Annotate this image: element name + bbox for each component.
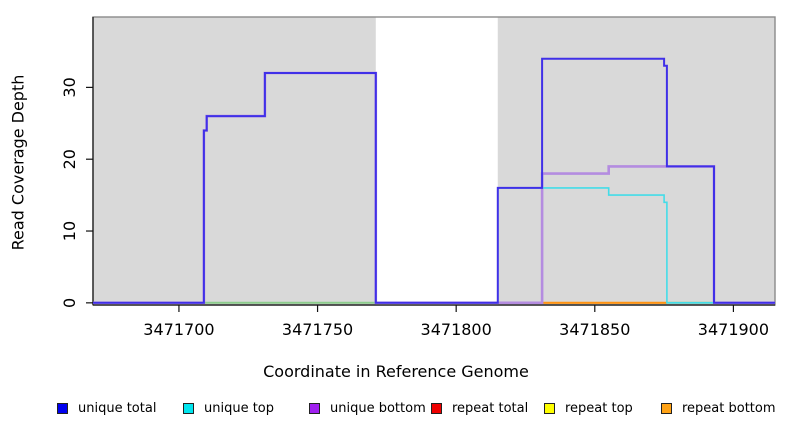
legend-item-unique-top: unique top (183, 399, 274, 417)
legend-label: repeat total (452, 400, 529, 416)
x-tick-label: 3471850 (559, 320, 630, 339)
legend-item-repeat-bottom: repeat bottom (661, 399, 776, 417)
legend-item-repeat-total: repeat total (431, 399, 528, 417)
legend-swatch-icon (57, 402, 68, 414)
x-tick-label: 3471800 (421, 320, 492, 339)
legend: unique total unique top unique bottom repea… (0, 399, 792, 421)
shaded-region (93, 17, 376, 305)
legend-label: unique total (78, 400, 157, 416)
y-axis-title: Read Coverage Depth (8, 74, 28, 251)
x-tick-label: 3471750 (282, 320, 353, 339)
series-unique-total (93, 57, 775, 304)
x-tick-label: 3471700 (143, 320, 214, 339)
x-tick-label: 3471900 (698, 320, 769, 339)
legend-label: unique bottom (330, 400, 426, 416)
y-tick-label: 30 (60, 77, 79, 97)
legend-label: repeat bottom (682, 400, 776, 416)
legend-swatch-icon (183, 402, 194, 414)
y-tick-label: 0 (60, 298, 79, 308)
legend-label: unique top (204, 400, 275, 416)
legend-swatch-icon (431, 402, 442, 414)
legend-item-unique-bottom: unique bottom (309, 399, 426, 417)
y-tick-label: 10 (60, 221, 79, 241)
legend-swatch-icon (309, 402, 320, 414)
y-tick-label: 20 (60, 149, 79, 169)
legend-swatch-icon (544, 402, 555, 414)
shaded-region (497, 17, 775, 305)
legend-item-unique-total: unique total (57, 399, 156, 417)
legend-item-repeat-top: repeat top (544, 399, 633, 417)
x-axis-title: Coordinate in Reference Genome (263, 362, 529, 381)
legend-label: repeat top (565, 400, 633, 416)
legend-swatch-icon (661, 402, 672, 414)
